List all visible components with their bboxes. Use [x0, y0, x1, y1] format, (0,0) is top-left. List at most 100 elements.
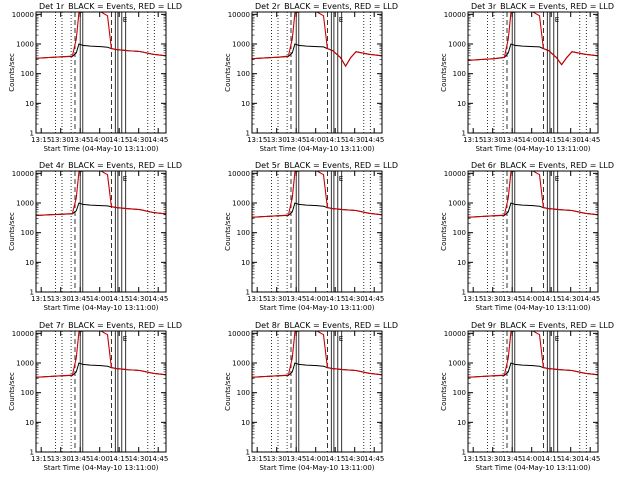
- y-tick-label: 1000: [16, 200, 34, 208]
- y-tick-label: 1000: [232, 360, 250, 368]
- chart-title: Det 5r BLACK = Events, RED = LLD: [255, 161, 398, 170]
- x-tick-label: 13:15: [31, 455, 51, 463]
- x-tick-label: 13:30: [51, 295, 71, 303]
- x-tick-label: 14:00: [522, 455, 542, 463]
- x-tick-label: 13:30: [51, 136, 71, 144]
- y-tick-label: 100: [453, 229, 466, 237]
- y-tick-label: 1000: [448, 41, 466, 49]
- x-axis-label: Start Time (04-May-10 13:11:00): [259, 464, 374, 472]
- chart-title: Det 3r BLACK = Events, RED = LLD: [471, 2, 614, 11]
- x-tick-label: 14:45: [580, 295, 600, 303]
- lld-series-line: [467, 11, 599, 66]
- x-tick-label: 14:15: [109, 295, 129, 303]
- x-tick-label: 13:45: [70, 455, 90, 463]
- y-tick-label: 10000: [444, 11, 466, 19]
- x-tick-label: 14:30: [345, 295, 365, 303]
- bracket-marker: E: [123, 16, 127, 24]
- detector-name: Det 7r: [39, 321, 65, 330]
- legend-text: BLACK = Events, RED = LLD: [284, 321, 398, 330]
- bracket-marker: E: [555, 175, 559, 183]
- y-tick-label: 10: [457, 259, 466, 267]
- x-tick-label: 13:30: [483, 455, 503, 463]
- chart-panel: Det 7r BLACK = Events, RED = LLD E 1 10 100 10…: [8, 321, 182, 472]
- y-tick-label: 1: [246, 449, 250, 457]
- x-tick-label: 14:15: [325, 295, 345, 303]
- x-tick-label: 14:45: [364, 295, 384, 303]
- detector-name: Det 5r: [255, 161, 281, 170]
- x-tick-label: 13:45: [286, 295, 306, 303]
- y-tick-label: 100: [237, 229, 250, 237]
- x-tick-label: 14:30: [129, 295, 149, 303]
- x-axis-label: Start Time (04-May-10 13:11:00): [475, 304, 590, 312]
- y-tick-label: 1: [462, 289, 466, 297]
- y-tick-label: 1000: [232, 200, 250, 208]
- plot-frame: [467, 330, 599, 453]
- x-tick-label: 13:15: [247, 136, 267, 144]
- x-tick-label: 14:00: [522, 136, 542, 144]
- y-tick-label: 10: [25, 419, 34, 427]
- x-tick-label: 14:15: [325, 455, 345, 463]
- x-axis-label: Start Time (04-May-10 13:11:00): [43, 145, 158, 153]
- y-tick-label: 100: [453, 70, 466, 78]
- x-axis-label: Start Time (04-May-10 13:11:00): [259, 145, 374, 153]
- x-axis-label: Start Time (04-May-10 13:11:00): [475, 145, 590, 153]
- x-tick-label: 14:15: [541, 295, 561, 303]
- legend-text: BLACK = Events, RED = LLD: [68, 2, 182, 11]
- detector-name: Det 3r: [471, 2, 497, 11]
- y-tick-label: 10: [25, 100, 34, 108]
- x-axis-label: Start Time (04-May-10 13:11:00): [43, 304, 158, 312]
- x-tick-label: 14:00: [306, 455, 326, 463]
- plot-frame: [35, 330, 167, 453]
- y-tick-label: 10000: [12, 11, 34, 19]
- plot-frame: [35, 11, 167, 134]
- bracket-marker: E: [339, 16, 343, 24]
- x-tick-label: 13:45: [286, 136, 306, 144]
- detector-name: Det 4r: [39, 161, 65, 170]
- chart-title: Det 4r BLACK = Events, RED = LLD: [39, 161, 182, 170]
- y-axis-label: Counts/sec: [224, 53, 232, 92]
- y-tick-label: 1000: [232, 41, 250, 49]
- bracket-marker: E: [339, 175, 343, 183]
- legend-text: BLACK = Events, RED = LLD: [500, 321, 614, 330]
- x-tick-label: 14:00: [90, 455, 110, 463]
- bracket-marker: E: [339, 335, 343, 343]
- chart-panel: Det 2r BLACK = Events, RED = LLD E 1 10 100 10…: [224, 2, 398, 153]
- x-axis-label: Start Time (04-May-10 13:11:00): [43, 464, 158, 472]
- y-tick-label: 1: [30, 130, 34, 138]
- plot-frame: [467, 11, 599, 134]
- x-tick-label: 13:30: [483, 295, 503, 303]
- y-tick-label: 1000: [448, 200, 466, 208]
- x-tick-label: 13:15: [31, 136, 51, 144]
- y-axis-label: Counts/sec: [224, 372, 232, 411]
- y-axis-label: Counts/sec: [440, 372, 448, 411]
- bracket-marker: E: [123, 335, 127, 343]
- x-tick-label: 14:45: [148, 136, 168, 144]
- x-tick-label: 14:15: [541, 136, 561, 144]
- x-tick-label: 13:30: [483, 136, 503, 144]
- y-tick-label: 10: [241, 100, 250, 108]
- y-tick-label: 10000: [228, 170, 250, 178]
- x-axis-label: Start Time (04-May-10 13:11:00): [475, 464, 590, 472]
- legend-text: BLACK = Events, RED = LLD: [500, 161, 614, 170]
- y-tick-label: 10000: [228, 330, 250, 338]
- x-tick-label: 14:45: [148, 455, 168, 463]
- x-tick-label: 13:45: [70, 295, 90, 303]
- x-tick-label: 14:30: [129, 455, 149, 463]
- chart-panel: Det 1r BLACK = Events, RED = LLD E 1 10 100 10…: [8, 2, 182, 153]
- y-tick-label: 100: [21, 229, 34, 237]
- x-tick-label: 13:15: [247, 455, 267, 463]
- lld-series-line: [251, 11, 383, 68]
- y-tick-label: 1: [30, 289, 34, 297]
- chart-title: Det 2r BLACK = Events, RED = LLD: [255, 2, 398, 11]
- chart-title: Det 6r BLACK = Events, RED = LLD: [471, 161, 614, 170]
- x-tick-label: 13:30: [267, 136, 287, 144]
- x-tick-label: 14:00: [522, 295, 542, 303]
- x-tick-label: 14:45: [148, 295, 168, 303]
- y-axis-label: Counts/sec: [8, 53, 16, 92]
- x-tick-label: 13:45: [286, 455, 306, 463]
- y-tick-label: 10000: [12, 330, 34, 338]
- y-tick-label: 1000: [448, 360, 466, 368]
- y-tick-label: 1: [462, 449, 466, 457]
- chart-panel: Det 8r BLACK = Events, RED = LLD E 1 10 100 10…: [224, 321, 398, 472]
